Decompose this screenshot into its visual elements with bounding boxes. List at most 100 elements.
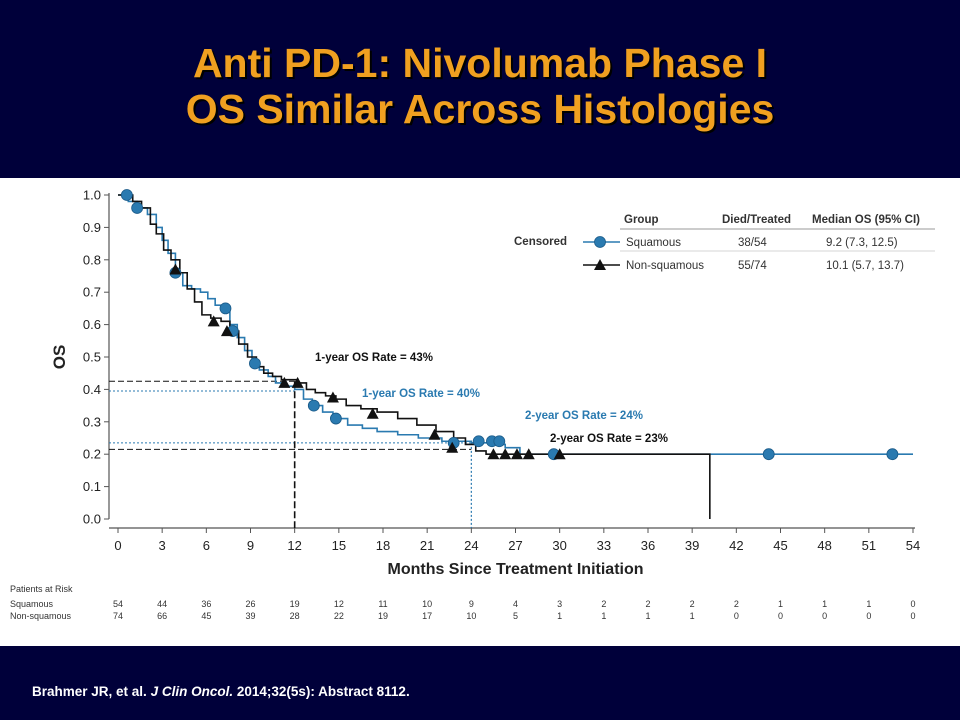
x-tick-label: 3 (159, 538, 166, 553)
censor-marker-nonsquamous (499, 448, 512, 460)
y-tick-label: 0.2 (83, 447, 101, 462)
legend-median-os: 10.1 (5.7, 13.7) (826, 260, 904, 272)
x-tick-label: 0 (114, 538, 121, 553)
y-tick-label: 0.6 (83, 317, 101, 332)
risk-cell: 44 (157, 599, 167, 609)
censor-marker-nonsquamous (169, 263, 182, 275)
risk-cell: 2 (690, 599, 695, 609)
censor-marker-squamous (131, 202, 144, 214)
annotation-os-rate: 2-year OS Rate = 23% (550, 433, 668, 445)
rate-annotations: 1-year OS Rate = 43% 1-year OS Rate = 40%… (315, 352, 668, 445)
legend-header: Group (624, 214, 659, 226)
risk-cell: 45 (201, 611, 211, 621)
risk-cell: 54 (113, 599, 123, 609)
x-tick-label: 51 (862, 538, 876, 553)
legend-header: Median OS (95% CI) (812, 214, 920, 226)
censor-marker-nonsquamous (428, 428, 441, 440)
chart-legend: Group Died/Treated Median OS (95% CI) Censo… (514, 214, 935, 272)
curve-squamous (118, 194, 913, 455)
x-tick-label: 48 (817, 538, 831, 553)
km-chart: 0.00.10.20.30.40.50.60.70.80.91.00 3 6 9 12 1… (10, 188, 935, 621)
x-tick-label: 30 (552, 538, 566, 553)
citation-authors: Brahmer JR, et al. (32, 684, 147, 699)
x-tick-label: 18 (376, 538, 390, 553)
risk-cell: 2 (734, 599, 739, 609)
censor-marker-squamous (886, 448, 899, 461)
x-tick-label: 15 (332, 538, 346, 553)
risk-cell: 19 (290, 599, 300, 609)
risk-cell: 3 (557, 599, 562, 609)
risk-cell: 1 (822, 599, 827, 609)
risk-cell: 10 (466, 611, 476, 621)
risk-cell: 4 (513, 599, 518, 609)
legend-median-os: 9.2 (7.3, 12.5) (826, 237, 898, 249)
risk-cell: 9 (469, 599, 474, 609)
risk-cell: 1 (866, 599, 871, 609)
risk-cell: 0 (866, 611, 871, 621)
x-tick-label: 54 (906, 538, 920, 553)
risk-cell: 39 (245, 611, 255, 621)
risk-cell: 5 (513, 611, 518, 621)
legend-died-treated: 55/74 (738, 260, 767, 272)
citation: Brahmer JR, et al. J Clin Oncol. 2014;32… (32, 684, 410, 699)
risk-table-title: Patients at Risk (10, 584, 73, 594)
risk-cell: 1 (645, 611, 650, 621)
risk-cell: 17 (422, 611, 432, 621)
risk-cell: 0 (778, 611, 783, 621)
censor-marker-squamous (329, 412, 342, 425)
footer-banner (0, 646, 960, 720)
censor-marker-squamous (762, 448, 775, 461)
risk-cell: 0 (910, 599, 915, 609)
y-tick-label: 0.9 (83, 220, 101, 235)
risk-cell: 74 (113, 611, 123, 621)
censor-marker-nonsquamous (291, 376, 304, 388)
censor-marker-nonsquamous (366, 407, 379, 419)
x-tick-label: 24 (464, 538, 478, 553)
slide-title-line1: Anti PD-1: Nivolumab Phase I (192, 40, 768, 86)
censor-marker-squamous (472, 435, 485, 448)
y-tick-label: 0.4 (83, 382, 101, 397)
censor-marker-nonsquamous (220, 325, 233, 337)
risk-cell: 1 (601, 611, 606, 621)
risk-cell: 66 (157, 611, 167, 621)
legend-marker-nonsquamous (594, 259, 606, 270)
slide-title: Anti PD-1: Nivolumab Phase I OS Similar … (0, 40, 960, 132)
censor-marker-squamous (493, 435, 506, 448)
censor-marker-nonsquamous (446, 441, 459, 453)
risk-cell: 0 (822, 611, 827, 621)
annotation-os-rate: 1-year OS Rate = 40% (362, 388, 480, 400)
censor-marker-squamous (120, 189, 133, 201)
rate-guide-lines (109, 380, 472, 528)
curve-nonsquamous (118, 194, 711, 519)
risk-cell: 36 (201, 599, 211, 609)
y-tick-label: 0.3 (83, 414, 101, 429)
risk-cell: 19 (378, 611, 388, 621)
x-tick-label: 45 (773, 538, 787, 553)
x-tick-label: 21 (420, 538, 434, 553)
risk-cell: 1 (778, 599, 783, 609)
x-tick-label: 36 (641, 538, 655, 553)
slide-title-line2: OS Similar Across Histologies (185, 86, 775, 132)
y-tick-label: 0.8 (83, 252, 101, 267)
x-tick-label: 39 (685, 538, 699, 553)
x-tick-label: 6 (203, 538, 210, 553)
y-tick-label: 1.0 (83, 188, 101, 203)
x-tick-label: 33 (597, 538, 611, 553)
censor-marker-squamous (249, 357, 261, 370)
y-tick-label: 0.5 (83, 350, 101, 365)
risk-cell: 1 (557, 611, 562, 621)
title-banner (0, 0, 960, 178)
survival-curves (118, 194, 913, 519)
y-tick-label: 0.7 (83, 285, 101, 300)
censor-marker-nonsquamous (326, 391, 339, 403)
risk-cell: 26 (245, 599, 255, 609)
censor-marker-nonsquamous (553, 448, 566, 460)
censor-markers (120, 189, 899, 461)
censor-marker-nonsquamous (487, 448, 500, 460)
censor-marker-nonsquamous (207, 315, 220, 327)
legend-censored-label: Censored (514, 236, 567, 248)
legend-group: Non-squamous (626, 260, 704, 272)
risk-cell: 12 (334, 599, 344, 609)
chart-axes: 0.00.10.20.30.40.50.60.70.80.91.00 3 6 9 12 1… (50, 188, 920, 579)
x-tick-label: 27 (508, 538, 522, 553)
